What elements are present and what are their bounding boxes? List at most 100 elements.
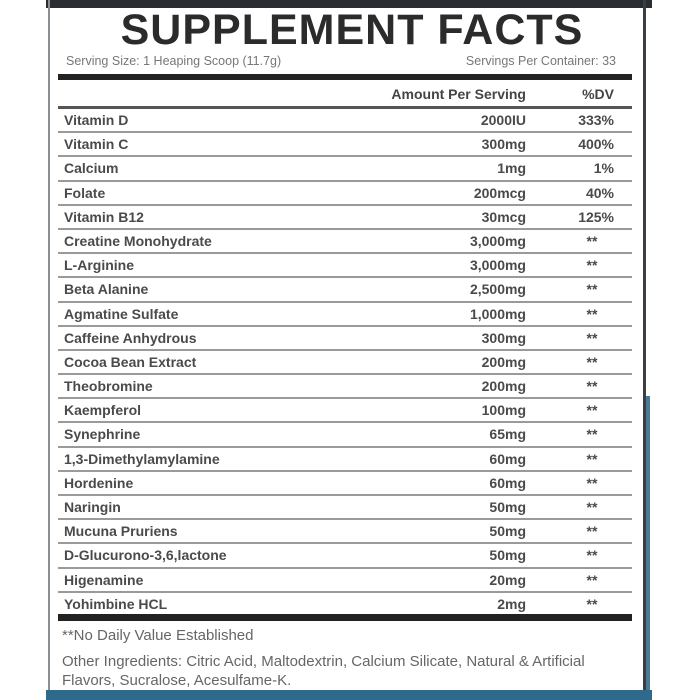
nutrient-dv: ** xyxy=(586,523,598,540)
nutrient-table: Vitamin D 2000IU 333% Vitamin C 300mg 400% Cal… xyxy=(58,109,632,617)
nutrient-amount: 2,500mg xyxy=(469,281,526,298)
nutrient-dv: ** xyxy=(586,595,598,612)
footnote: **No Daily Value Established xyxy=(62,627,254,644)
nutrient-name: Naringin xyxy=(64,499,121,515)
nutrient-name: Cocoa Bean Extract xyxy=(64,353,197,370)
nutrient-amount: 200mg xyxy=(481,353,526,370)
label-bottom-border xyxy=(46,690,652,700)
nutrient-amount: 50mg xyxy=(489,547,526,564)
nutrient-dv: ** xyxy=(586,378,598,395)
nutrient-amount: 1mg xyxy=(497,160,526,177)
table-row: Synephrine 65mg ** xyxy=(58,423,632,448)
table-row: Folate 200mcg 40% xyxy=(58,182,632,206)
nutrient-dv: 125% xyxy=(578,208,614,225)
table-row: Vitamin C 300mg 400% xyxy=(58,133,632,158)
table-row: Creatine Monohydrate 3,000mg ** xyxy=(58,230,632,255)
nutrient-dv: ** xyxy=(586,402,598,419)
table-row: Caffeine Anhydrous 300mg ** xyxy=(58,327,632,351)
dv-header: %DV xyxy=(582,86,614,102)
nutrient-dv: 1% xyxy=(593,160,614,177)
nutrient-amount: 30mcg xyxy=(481,208,526,225)
table-row: Cocoa Bean Extract 200mg ** xyxy=(58,351,632,376)
nutrient-amount: 300mg xyxy=(481,329,526,346)
nutrient-dv: ** xyxy=(586,450,598,467)
package-edge xyxy=(646,396,650,692)
table-row: Agmatine Sulfate 1,000mg ** xyxy=(58,303,632,327)
nutrient-dv: ** xyxy=(586,353,598,370)
nutrient-name: D-Glucurono-3,6,lactone xyxy=(64,547,227,564)
nutrient-name: Hordenine xyxy=(64,474,134,491)
header-divider xyxy=(58,106,632,109)
nutrient-dv: ** xyxy=(586,499,598,515)
amount-header: Amount Per Serving xyxy=(391,86,526,102)
nutrient-name: Yohimbine HCL xyxy=(64,595,168,612)
nutrient-dv: ** xyxy=(586,426,598,443)
nutrient-amount: 100mg xyxy=(481,402,526,419)
nutrient-amount: 200mg xyxy=(481,378,526,395)
table-row: Vitamin B12 30mcg 125% xyxy=(58,206,632,230)
servings-per-container: Servings Per Container: 33 xyxy=(465,54,616,68)
nutrient-amount: 50mg xyxy=(489,523,526,540)
supplement-facts-panel xyxy=(48,0,646,692)
nutrient-name: Agmatine Sulfate xyxy=(64,305,179,322)
nutrient-dv: ** xyxy=(586,547,598,564)
nutrient-name: Folate xyxy=(64,184,106,201)
nutrient-dv: ** xyxy=(586,257,598,274)
nutrient-amount: 60mg xyxy=(489,474,526,491)
nutrient-dv: 400% xyxy=(578,136,614,153)
table-row: Vitamin D 2000IU 333% xyxy=(58,109,632,134)
table-row: Beta Alanine 2,500mg ** xyxy=(58,278,632,303)
nutrient-amount: 1,000mg xyxy=(469,305,526,322)
nutrient-amount: 300mg xyxy=(481,136,526,153)
nutrient-name: Creatine Monohydrate xyxy=(64,232,212,249)
nutrient-name: Beta Alanine xyxy=(64,281,149,298)
panel-title: SUPPLEMENT FACTS xyxy=(120,6,584,54)
nutrient-amount: 65mg xyxy=(489,426,526,443)
table-row: Mucuna Pruriens 50mg ** xyxy=(58,520,632,545)
nutrient-amount: 60mg xyxy=(489,450,526,467)
nutrient-dv: ** xyxy=(586,305,598,322)
table-row: L-Arginine 3,000mg ** xyxy=(58,254,632,279)
nutrient-amount: 50mg xyxy=(489,499,526,515)
nutrient-name: 1,3-Dimethylamylamine xyxy=(64,450,220,467)
nutrient-name: Caffeine Anhydrous xyxy=(64,329,197,346)
nutrient-name: Vitamin B12 xyxy=(64,208,144,225)
nutrient-dv: 40% xyxy=(585,184,614,201)
serving-size: Serving Size: 1 Heaping Scoop (11.7g) xyxy=(66,54,282,68)
table-row: Calcium 1mg 1% xyxy=(58,157,632,182)
nutrient-name: Theobromine xyxy=(64,378,153,395)
thick-divider xyxy=(58,614,632,621)
nutrient-dv: ** xyxy=(586,281,598,298)
nutrient-name: Vitamin D xyxy=(64,112,129,128)
table-row: D-Glucurono-3,6,lactone 50mg ** xyxy=(58,544,632,569)
table-row: Higenamine 20mg ** xyxy=(58,569,632,593)
nutrient-dv: ** xyxy=(586,232,598,249)
nutrient-amount: 200mcg xyxy=(473,184,526,201)
nutrient-name: Kaempferol xyxy=(64,402,142,419)
nutrient-name: Higenamine xyxy=(64,571,144,588)
nutrient-dv: ** xyxy=(586,474,598,491)
nutrient-name: Synephrine xyxy=(64,426,141,443)
nutrient-dv: ** xyxy=(586,329,598,346)
nutrient-amount: 2mg xyxy=(497,595,526,612)
nutrient-dv: 333% xyxy=(578,112,614,128)
table-row: Naringin 50mg ** xyxy=(58,496,632,521)
nutrient-name: Vitamin C xyxy=(64,136,129,153)
nutrient-name: Calcium xyxy=(64,160,119,177)
nutrient-dv: ** xyxy=(586,571,598,588)
nutrient-amount: 3,000mg xyxy=(469,257,526,274)
other-ingredients: Other Ingredients: Citric Acid, Maltodex… xyxy=(62,653,585,689)
nutrient-amount: 2000IU xyxy=(480,112,526,128)
table-row: Kaempferol 100mg ** xyxy=(58,399,632,424)
table-row: Yohimbine HCL 2mg ** xyxy=(58,593,632,617)
table-row: Theobromine 200mg ** xyxy=(58,375,632,400)
table-row: 1,3-Dimethylamylamine 60mg ** xyxy=(58,448,632,472)
nutrient-amount: 3,000mg xyxy=(469,232,526,249)
nutrient-name: Mucuna Pruriens xyxy=(64,523,178,540)
label-top-border xyxy=(46,0,652,8)
table-row: Hordenine 60mg ** xyxy=(58,472,632,496)
nutrient-name: L-Arginine xyxy=(64,257,134,274)
thick-divider xyxy=(58,74,632,80)
nutrient-amount: 20mg xyxy=(489,571,526,588)
table-header: Amount Per Serving %DV xyxy=(58,86,632,106)
